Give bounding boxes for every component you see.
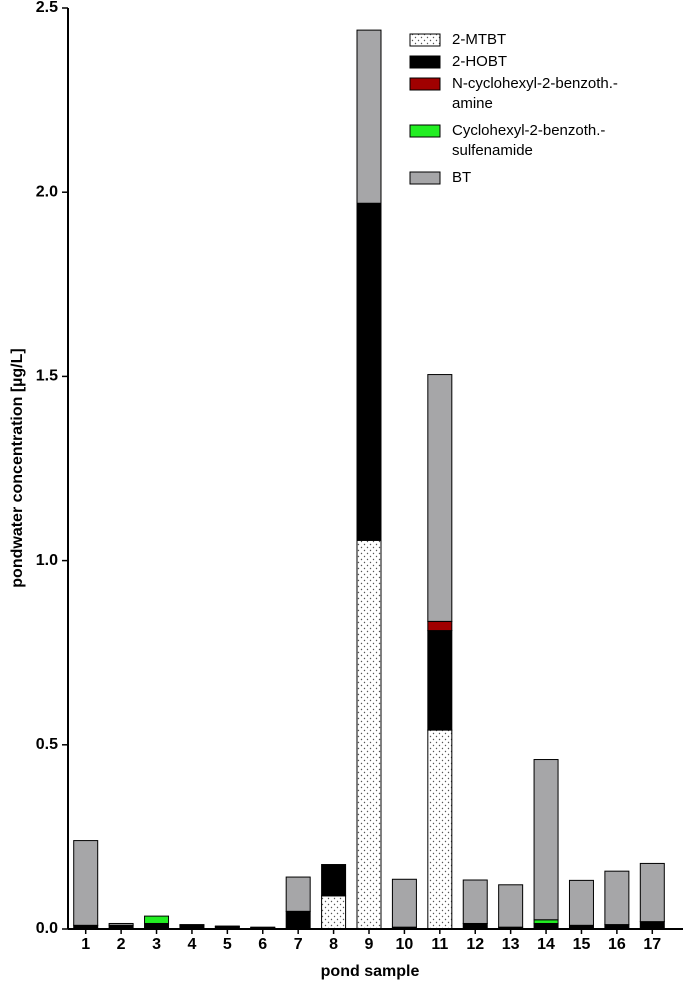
bar-segment (427, 620, 453, 632)
legend-label: 2-HOBT (452, 53, 507, 70)
x-tick-label: 12 (466, 936, 484, 953)
x-tick-label: 5 (223, 936, 232, 953)
bar-segment (604, 870, 630, 926)
bar-segment (321, 895, 347, 930)
x-axis-label: pond sample (321, 963, 420, 980)
x-tick-label: 17 (643, 936, 661, 953)
x-tick-label: 15 (573, 936, 591, 953)
x-tick-label: 13 (502, 936, 520, 953)
y-tick-label: 0.5 (36, 736, 58, 753)
legend-swatch (409, 55, 441, 69)
bar-segment (144, 915, 170, 924)
bar-segment (285, 910, 311, 930)
x-tick-label: 9 (365, 936, 374, 953)
x-tick-label: 3 (152, 936, 161, 953)
bar-segment (356, 202, 382, 541)
legend-label: BT (452, 169, 471, 186)
bar-segment (73, 840, 99, 926)
x-tick-label: 2 (117, 936, 126, 953)
bar-segment (639, 921, 665, 930)
x-tick-label: 14 (537, 936, 555, 953)
y-tick-label: 2.0 (36, 183, 58, 200)
x-tick-label: 16 (608, 936, 626, 953)
y-tick-label: 2.5 (36, 0, 58, 16)
x-tick-label: 1 (81, 936, 90, 953)
legend-label: Cyclohexyl-2-benzoth.-sulfenamide (452, 122, 605, 159)
y-tick-label: 1.5 (36, 368, 58, 385)
bar-segment (533, 759, 559, 921)
x-tick-label: 4 (187, 936, 196, 953)
bar-segment (321, 864, 347, 897)
x-tick-label: 11 (431, 936, 448, 953)
bar-segment (427, 729, 453, 930)
x-tick-label: 7 (294, 936, 303, 953)
bar-segment (568, 879, 594, 926)
x-tick-label: 8 (329, 936, 338, 953)
bar-segment (498, 884, 524, 928)
bar-segment (427, 630, 453, 731)
bar-segment (639, 862, 665, 923)
legend-swatch (409, 77, 441, 91)
bar-segment (391, 878, 417, 928)
legend-label: 2-MTBT (452, 31, 506, 48)
y-tick-label: 0.0 (36, 920, 58, 937)
legend-swatch (409, 171, 441, 185)
bar-segment (533, 919, 559, 924)
y-axis-label: pondwater concentration [µg/L] (9, 348, 26, 587)
legend-label: N-cyclohexyl-2-benzoth.-amine (452, 75, 618, 112)
bar-segment (214, 925, 240, 928)
x-tick-label: 10 (396, 936, 414, 953)
bar-segment (356, 539, 382, 930)
legend-swatch (409, 33, 441, 47)
bar-segment (427, 374, 453, 622)
bar-segment (462, 879, 488, 924)
bar-segment (108, 922, 134, 926)
legend-swatch (409, 124, 441, 138)
y-tick-label: 1.0 (36, 552, 58, 569)
x-tick-label: 6 (258, 936, 267, 953)
bar-segment (356, 29, 382, 204)
bar-segment (179, 924, 205, 926)
bar-segment (285, 876, 311, 912)
